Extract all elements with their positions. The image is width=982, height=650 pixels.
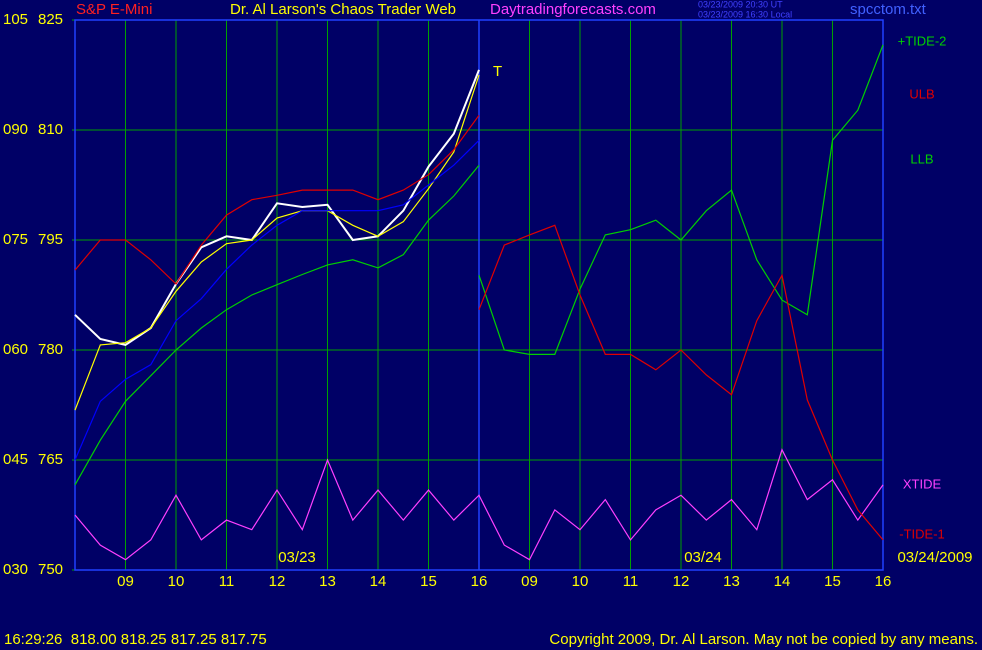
series-line: [74, 448, 884, 561]
legend-label: XTIDE: [903, 476, 942, 491]
y2-tick-label: 090: [3, 121, 28, 138]
date-label: 03/24/2009: [897, 549, 972, 566]
series-line: [74, 139, 480, 461]
legend-label: LLB: [910, 151, 933, 166]
series-line: [74, 74, 480, 411]
x-tick-label: 13: [723, 573, 740, 590]
x-tick-label: 12: [269, 573, 286, 590]
date-label: 03/23: [278, 549, 316, 566]
x-tick-label: 10: [572, 573, 589, 590]
status-quote: 16:29:26 818.00 818.25 817.25 817.75: [4, 631, 267, 648]
file-name: spcctom.txt: [850, 1, 927, 18]
series-line: [74, 114, 480, 285]
chart-title: Dr. Al Larson's Chaos Trader Web: [230, 1, 456, 18]
series-line: [74, 164, 480, 486]
series-line: [478, 224, 884, 541]
legend-label: +TIDE-2: [898, 33, 947, 48]
x-tick-label: 11: [623, 573, 639, 590]
y-tick-label: 750: [38, 561, 63, 578]
y2-tick-label: 045: [3, 451, 28, 468]
y2-tick-label: 060: [3, 341, 28, 358]
timestamp: 03/23/2009 20:30 UT: [698, 0, 783, 9]
x-tick-label: 14: [774, 573, 791, 590]
y2-tick-label: 105: [3, 11, 28, 28]
y2-tick-label: 030: [3, 561, 28, 578]
source: Daytradingforecasts.com: [490, 1, 656, 18]
x-tick-label: 09: [117, 573, 134, 590]
series-line: [74, 69, 480, 346]
y2-tick-label: 075: [3, 231, 28, 248]
chart-subtitle: S&P E-Mini: [76, 1, 152, 18]
y-tick-label: 795: [38, 231, 63, 248]
marker-label: T: [493, 63, 502, 80]
legend-label: -TIDE-1: [899, 526, 945, 541]
y-tick-label: 810: [38, 121, 63, 138]
x-tick-label: 16: [875, 573, 892, 590]
x-tick-label: 12: [673, 573, 690, 590]
date-label: 03/24: [684, 549, 722, 566]
series-line: [478, 44, 884, 355]
x-tick-label: 11: [219, 573, 235, 590]
x-tick-label: 14: [370, 573, 387, 590]
x-tick-label: 15: [824, 573, 841, 590]
x-tick-label: 10: [168, 573, 185, 590]
x-tick-label: 15: [420, 573, 437, 590]
x-tick-label: 16: [471, 573, 488, 590]
y-tick-label: 825: [38, 11, 63, 28]
timestamp: 03/23/2009 16:30 Local: [698, 9, 792, 19]
x-tick-label: 13: [319, 573, 336, 590]
y-tick-label: 780: [38, 341, 63, 358]
legend-label: ULB: [909, 86, 934, 101]
copyright: Copyright 2009, Dr. Al Larson. May not b…: [549, 631, 978, 648]
y-tick-label: 765: [38, 451, 63, 468]
x-tick-label: 09: [521, 573, 538, 590]
